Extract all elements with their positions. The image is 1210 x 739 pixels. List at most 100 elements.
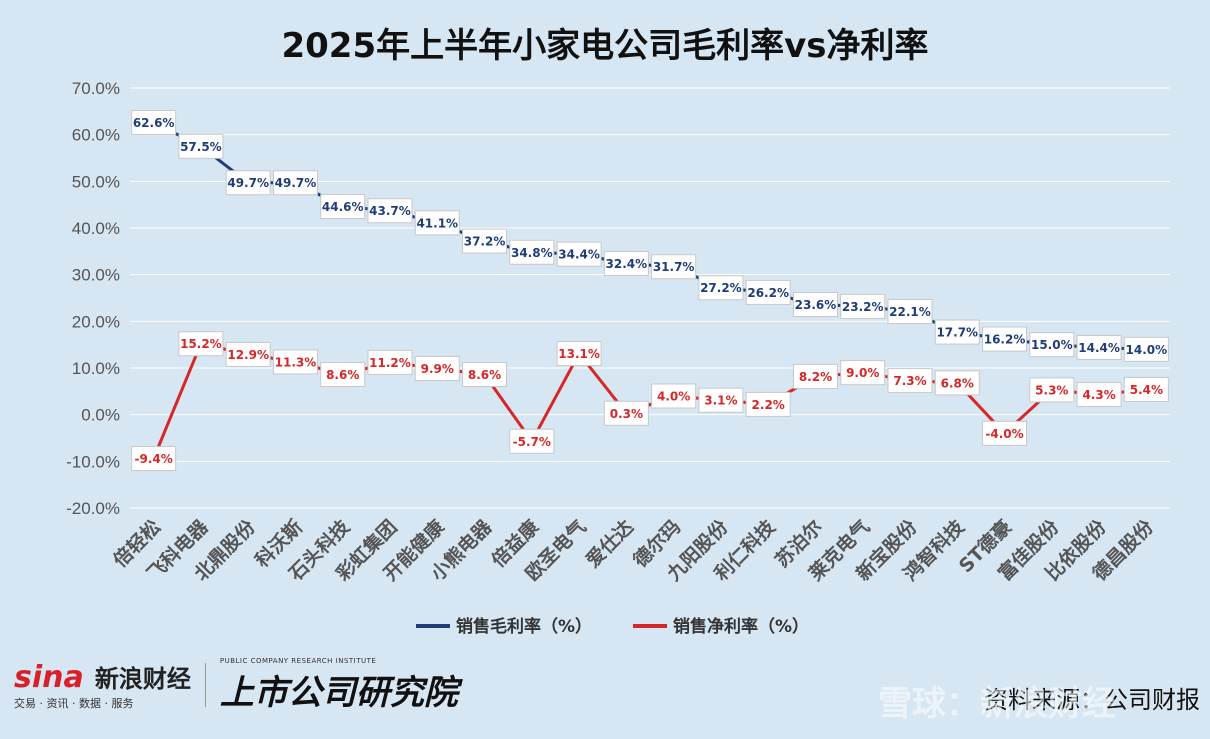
gross-margin-label: 34.4%	[556, 241, 602, 267]
gross-margin-label: 43.7%	[367, 198, 413, 224]
label-box	[792, 292, 838, 318]
footer-divider	[204, 663, 206, 707]
data-label: 12.9%	[227, 348, 269, 362]
gross-margin-label: 16.2%	[982, 326, 1028, 352]
data-label: 43.7%	[369, 204, 411, 218]
label-box	[745, 391, 791, 417]
y-tick-label: 30.0%	[72, 266, 120, 285]
label-box	[1029, 377, 1075, 403]
y-tick-label: 50.0%	[72, 172, 120, 191]
net-margin-label: 15.2%	[178, 331, 224, 357]
label-box	[887, 368, 933, 394]
data-label: 49.7%	[227, 176, 269, 190]
data-label: 41.1%	[416, 216, 458, 230]
legend-entry: 销售毛利率（%）	[456, 616, 592, 637]
net-margin-label: 6.8%	[934, 370, 980, 396]
label-box	[225, 341, 271, 367]
gross-margin-label: 23.6%	[792, 292, 838, 318]
y-tick-label: 70.0%	[72, 79, 120, 98]
label-box	[934, 370, 980, 396]
data-label: 8.2%	[799, 370, 832, 384]
gross-margin-label: 49.7%	[272, 170, 318, 196]
data-label: 14.0%	[1126, 343, 1168, 357]
label-box	[414, 210, 460, 236]
label-box	[603, 250, 649, 276]
y-tick-label: -10.0%	[66, 452, 120, 471]
label-box	[414, 355, 460, 381]
gross-margin-label: 32.4%	[603, 250, 649, 276]
y-tick-label: 20.0%	[72, 312, 120, 331]
data-label: 4.3%	[1082, 388, 1115, 402]
data-label: 9.0%	[846, 366, 879, 380]
label-box	[178, 133, 224, 159]
gross-margin-label: 49.7%	[225, 170, 271, 196]
net-margin-label: 8.6%	[462, 362, 508, 388]
label-box	[367, 349, 413, 375]
label-box	[1123, 376, 1169, 402]
data-label: -4.0%	[985, 427, 1023, 441]
net-margin-label: 11.2%	[367, 349, 413, 375]
gross-margin-label: 17.7%	[934, 319, 980, 345]
data-label: 15.2%	[180, 337, 222, 351]
gross-margin-label: 14.0%	[1123, 336, 1169, 362]
gross-margin-label: 62.6%	[131, 110, 177, 136]
data-label: 8.6%	[468, 368, 501, 382]
series-lines	[152, 121, 1147, 460]
data-label: 11.2%	[369, 356, 411, 370]
data-label: 14.4%	[1078, 341, 1120, 355]
label-box	[840, 293, 886, 319]
net-margin-label: -5.7%	[509, 428, 555, 454]
data-label: 4.0%	[657, 390, 690, 404]
data-label: 26.2%	[747, 286, 789, 300]
legend-entry: 销售净利率（%）	[673, 616, 809, 637]
gross-margin-label: 22.1%	[887, 299, 933, 325]
data-label: 22.1%	[889, 305, 931, 319]
label-box	[131, 446, 177, 472]
gross-margin-line	[152, 121, 1147, 351]
gross-margin-label: 27.2%	[698, 275, 744, 301]
label-box	[792, 363, 838, 389]
sina-logo: sina	[14, 660, 84, 695]
net-margin-label: 12.9%	[225, 341, 271, 367]
data-label: 9.9%	[421, 362, 454, 376]
label-box	[462, 362, 508, 388]
data-label: 23.6%	[795, 298, 837, 312]
label-box	[1123, 336, 1169, 362]
label-box	[698, 387, 744, 413]
label-box	[934, 319, 980, 345]
gross-margin-label: 23.2%	[840, 293, 886, 319]
label-box	[225, 170, 271, 196]
data-label: -5.7%	[513, 435, 551, 449]
net-margin-label: 4.3%	[1076, 382, 1122, 408]
y-tick-label: 60.0%	[72, 126, 120, 145]
label-box	[982, 326, 1028, 352]
x-axis: 倍轻松飞科电器北鼎股份科沃斯石头科技彩虹集团开能健康小熊电器倍益康欧圣电气爱仕达…	[109, 515, 1159, 586]
net-margin-label: 3.1%	[698, 387, 744, 413]
label-box	[603, 400, 649, 426]
data-label: 49.7%	[275, 176, 317, 190]
label-box	[1076, 382, 1122, 408]
data-label: 34.4%	[558, 248, 600, 262]
data-label: 23.2%	[842, 300, 884, 314]
institute-brand: PUBLIC COMPANY RESEARCH INSTITUTE 上市公司研究…	[220, 657, 458, 714]
label-box	[320, 362, 366, 388]
gross-margin-label: 34.8%	[509, 239, 555, 265]
net-margin-label: -9.4%	[131, 446, 177, 472]
gross-margin-label: 41.1%	[414, 210, 460, 236]
y-axis: -20.0% -10.0% 0.0% 10.0% 20.0% 30.0% 40.0% 50.0…	[66, 79, 120, 518]
gross-margin-label: 37.2%	[462, 228, 508, 254]
label-box	[556, 241, 602, 267]
gross-margin-label: 14.4%	[1076, 334, 1122, 360]
net-margin-label: 8.2%	[792, 363, 838, 389]
data-label: 62.6%	[133, 116, 175, 130]
net-margin-label: 13.1%	[556, 341, 602, 367]
label-box	[887, 299, 933, 325]
net-margin-label: 11.3%	[272, 349, 318, 375]
sina-brand: sina 新浪财经 交易 · 资讯 · 数据 · 服务	[14, 659, 191, 711]
net-margin-label: 9.0%	[840, 360, 886, 386]
label-box	[131, 110, 177, 136]
data-label: 16.2%	[984, 333, 1026, 347]
label-box	[745, 279, 791, 305]
label-box	[178, 331, 224, 357]
